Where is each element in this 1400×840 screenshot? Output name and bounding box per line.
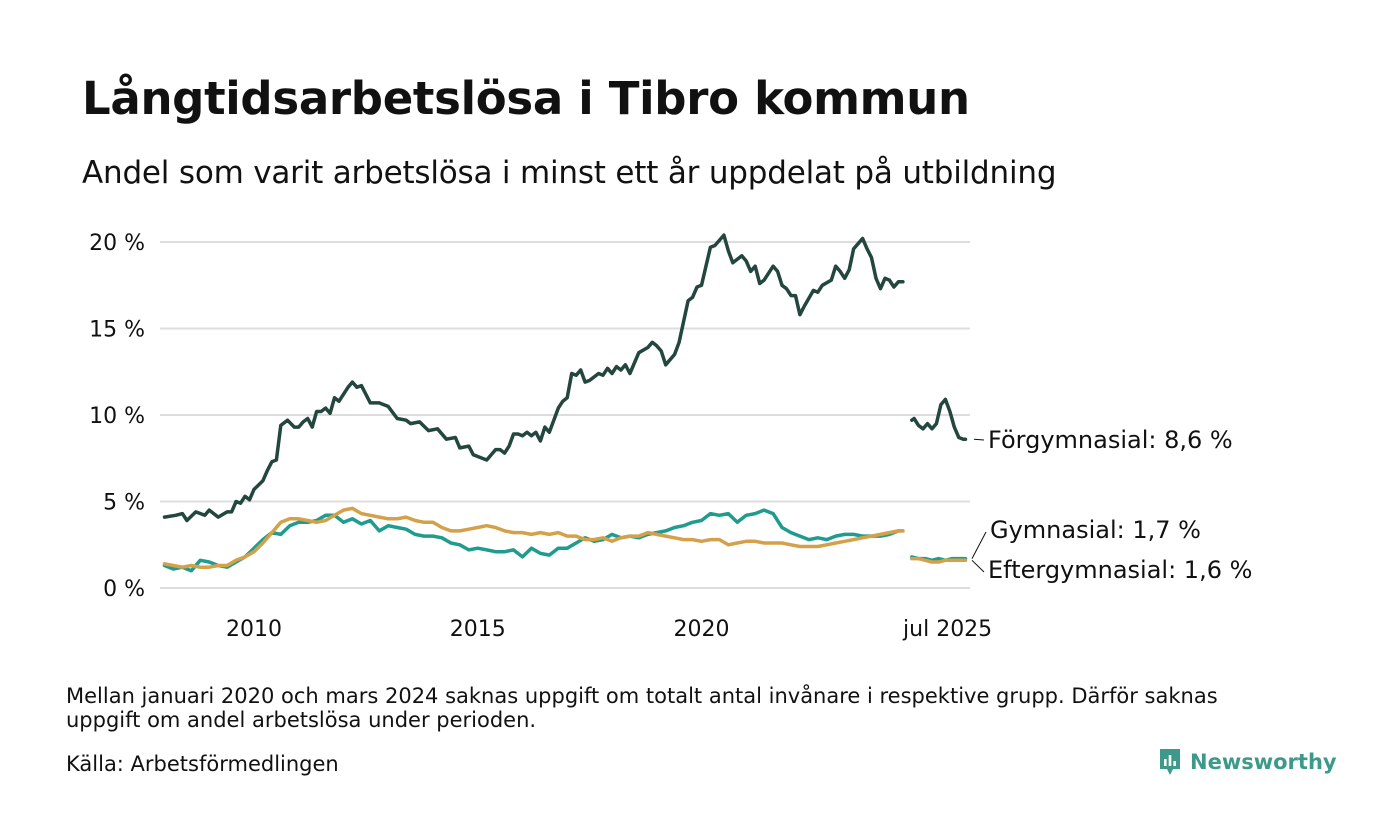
x-tick-label: 2020 [673, 617, 729, 642]
line-chart: 0 % 5 % 10 % 15 % 20 % 2010 2015 2020 jul 2025 Fö… [89, 231, 1252, 642]
newsworthy-logo-icon [1160, 749, 1180, 775]
series-line-förgymnasial [162, 233, 905, 523]
y-tick-label: 0 % [103, 577, 145, 602]
x-tick-label: jul 2025 [902, 617, 992, 642]
page-title: Långtidsarbetslösa i Tibro kommun [82, 72, 970, 125]
series-end-label: Eftergymnasial: 1,6 % [988, 556, 1252, 584]
series-line-eftergymnasial [910, 556, 968, 564]
label-leader-line [973, 438, 985, 441]
series-line-förgymnasial [910, 397, 968, 441]
x-tick-label: 2015 [450, 617, 506, 642]
brand-name: Newsworthy [1190, 750, 1337, 774]
y-tick-label: 10 % [89, 404, 145, 429]
series-line-eftergymnasial [162, 506, 905, 569]
y-tick-label: 20 % [89, 231, 145, 256]
page-subtitle: Andel som varit arbetslösa i minst ett å… [82, 155, 1057, 191]
newsworthy-logo: Newsworthy [1158, 747, 1337, 777]
label-leader-line [971, 531, 987, 559]
series-end-label: Förgymnasial: 8,6 % [988, 426, 1233, 454]
footnote: Mellan januari 2020 och mars 2024 saknas… [66, 684, 1218, 732]
y-tick-label: 15 % [89, 318, 145, 343]
x-tick-label: 2010 [226, 617, 282, 642]
label-leader-line [971, 559, 985, 573]
series-end-label: Gymnasial: 1,7 % [990, 516, 1201, 544]
source-text: Källa: Arbetsförmedlingen [66, 752, 339, 776]
y-tick-label: 5 % [103, 491, 145, 516]
series-line-gymnasial [162, 508, 905, 573]
